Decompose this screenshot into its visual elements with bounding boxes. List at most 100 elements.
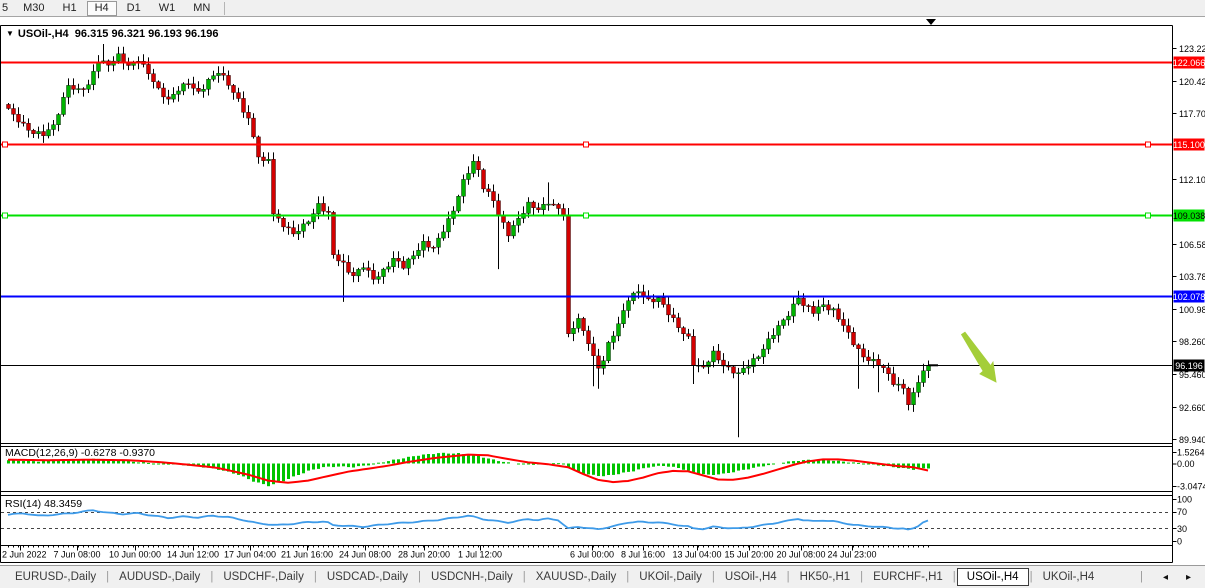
timeframe-button-M30[interactable]: M30 <box>15 1 52 16</box>
svg-text:92.660: 92.660 <box>1179 403 1205 413</box>
chart-tab-usoil-h4[interactable]: USOil-,H4 <box>956 568 1029 586</box>
macd-name: MACD(12,26,9) <box>5 447 78 459</box>
tab-separator: | <box>626 571 630 583</box>
timeframe-button-D1[interactable]: D1 <box>119 1 149 16</box>
svg-text:120.420: 120.420 <box>1179 77 1205 87</box>
date-label: 6 Jul 00:00 <box>570 550 614 560</box>
chart-tab-eurusd-daily[interactable]: EURUSD-,Daily <box>15 571 97 583</box>
svg-text:102.078: 102.078 <box>1173 292 1205 302</box>
chart-tab-bar: EURUSD-,Daily | AUDUSD-,Daily | USDCHF-,Dail… <box>0 565 1205 588</box>
svg-text:122.066: 122.066 <box>1173 58 1205 68</box>
horizontal-lines-layer[interactable] <box>1 61 1172 366</box>
svg-text:89.940: 89.940 <box>1179 435 1205 445</box>
price-badge-122.066: 122.066 <box>1173 56 1205 69</box>
date-label: 24 Jun 08:00 <box>339 550 391 560</box>
candles-layer <box>6 44 931 438</box>
timeframe-button-W1[interactable]: W1 <box>151 1 184 16</box>
price-axis: 122.066 115.100 109.038 102.078 96.196 123.22… <box>1172 44 1205 445</box>
svg-text:117.700: 117.700 <box>1179 109 1205 119</box>
date-label: 13 Jul 04:00 <box>672 550 721 560</box>
timeframe-toolbar: 5 M30 H1 H4 D1 W1 MN <box>0 0 1205 17</box>
line-handle[interactable] <box>2 212 8 219</box>
line-handle[interactable] <box>1145 141 1151 148</box>
tab-scroll-left-icon[interactable]: ◂ <box>1162 571 1168 583</box>
svg-text:103.780: 103.780 <box>1179 272 1205 282</box>
price-badge-109.038: 109.038 <box>1173 209 1205 222</box>
chart-tab-usdcad-daily[interactable]: USDCAD-,Daily <box>326 571 408 583</box>
macd-values: -0.6278 -0.9370 <box>80 447 156 459</box>
rsi-name: RSI(14) <box>5 498 42 510</box>
chart-tab-ukoil-h4[interactable]: UKOil-,H4 <box>1042 571 1095 583</box>
macd-indicator-label: MACD(12,26,9) -0.6278 -0.9370 <box>5 447 155 459</box>
chart-tab-hk50-h1[interactable]: HK50-,H1 <box>799 571 851 583</box>
annotations-layer[interactable] <box>926 19 1004 388</box>
tab-scroll-controls: | ◂ ▸ <box>1140 571 1205 583</box>
tab-separator: | <box>1139 571 1143 583</box>
chart-ohlc-quote: 96.315 96.321 96.193 96.196 <box>74 28 219 40</box>
date-label: 24 Jul 23:00 <box>827 550 876 560</box>
svg-text:30: 30 <box>1177 524 1187 534</box>
tab-separator: | <box>313 571 317 583</box>
svg-text:98.260: 98.260 <box>1179 337 1205 347</box>
sell-arrow-annotation[interactable] <box>955 328 1004 388</box>
rsi-panel: 100 70 30 0 <box>1 494 1192 547</box>
date-label: 17 Jun 04:00 <box>224 550 276 560</box>
line-handle[interactable] <box>1145 212 1151 219</box>
line-handle[interactable] <box>583 212 589 219</box>
svg-text:70: 70 <box>1177 507 1187 517</box>
svg-text:95.460: 95.460 <box>1179 370 1205 380</box>
chart-symbol-period: USOil-,H4 <box>17 28 69 40</box>
svg-text:1.5264: 1.5264 <box>1177 448 1205 458</box>
chart-title-row: ▼ USOil-,H4 96.315 96.321 96.193 96.196 <box>6 28 219 40</box>
rsi-line <box>7 509 929 531</box>
horizontal-line-109.038[interactable] <box>1 212 1172 219</box>
date-label: 28 Jun 20:00 <box>398 550 450 560</box>
svg-text:-3.0474: -3.0474 <box>1177 482 1205 492</box>
tab-separator: | <box>522 571 526 583</box>
line-handle[interactable] <box>583 141 589 148</box>
date-label: 15 Jul 20:00 <box>724 550 773 560</box>
rsi-value: 48.3459 <box>44 498 83 510</box>
tab-separator: | <box>786 571 790 583</box>
tab-separator: | <box>210 571 214 583</box>
chart-tab-eurchf-h1[interactable]: EURCHF-,H1 <box>873 571 943 583</box>
date-label: 14 Jun 12:00 <box>167 550 219 560</box>
tab-scroll-right-icon[interactable]: ▸ <box>1185 571 1191 583</box>
line-handle[interactable] <box>2 141 8 148</box>
svg-text:100: 100 <box>1177 494 1192 504</box>
timeframe-button-5[interactable]: 5 <box>0 1 13 16</box>
tab-separator: | <box>952 571 956 583</box>
horizontal-line-115.100[interactable] <box>1 141 1172 148</box>
tab-separator: | <box>106 571 110 583</box>
last-price-tick <box>929 364 938 367</box>
rsi-indicator-label: RSI(14) 48.3459 <box>5 498 82 510</box>
chart-tab-usoil-h4[interactable]: USOil-,H4 <box>724 571 777 583</box>
price-badge-115.100: 115.100 <box>1173 138 1205 151</box>
chart-tab-usdchf-daily[interactable]: USDCHF-,Daily <box>223 571 304 583</box>
chart-tab-usdcnh-daily[interactable]: USDCNH-,Daily <box>430 571 513 583</box>
chart-tab-ukoil-daily[interactable]: UKOil-,Daily <box>639 571 702 583</box>
price-badge-96.196: 96.196 <box>1173 359 1205 372</box>
tab-separator: | <box>417 571 421 583</box>
chart-tab-audusd-daily[interactable]: AUDUSD-,Daily <box>119 571 201 583</box>
tab-separator: | <box>860 571 864 583</box>
chart-tab-xauusd-daily[interactable]: XAUUSD-,Daily <box>535 571 617 583</box>
toolbar-separator <box>224 1 226 15</box>
symbol-dropdown-icon[interactable]: ▼ <box>6 29 14 38</box>
chart-shift-marker-icon[interactable] <box>926 19 936 25</box>
date-label: 1 Jul 12:00 <box>458 550 502 560</box>
tab-separator: | <box>1029 571 1033 583</box>
date-axis: 2 Jun 2022 7 Jun 08:00 10 Jun 00:00 14 Jun … <box>2 545 929 560</box>
timeframe-button-H4[interactable]: H4 <box>86 0 117 16</box>
timeframe-button-MN[interactable]: MN <box>185 1 218 16</box>
price-badge-102.078: 102.078 <box>1173 290 1205 303</box>
date-label: 7 Jun 08:00 <box>53 550 100 560</box>
macd-signal-line <box>8 453 929 484</box>
svg-text:0.00: 0.00 <box>1177 459 1195 469</box>
date-label: 21 Jun 16:00 <box>281 550 333 560</box>
date-label: 10 Jun 00:00 <box>109 550 161 560</box>
timeframe-button-H1[interactable]: H1 <box>55 1 85 16</box>
svg-text:109.038: 109.038 <box>1173 211 1205 221</box>
